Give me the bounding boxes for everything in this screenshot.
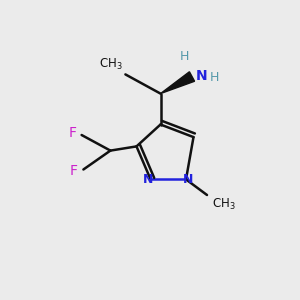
Text: CH$_3$: CH$_3$ xyxy=(212,196,235,211)
Text: F: F xyxy=(68,126,76,140)
Polygon shape xyxy=(160,72,195,94)
Text: CH$_3$: CH$_3$ xyxy=(99,57,122,72)
Text: N: N xyxy=(143,173,153,186)
Text: H: H xyxy=(180,50,189,63)
Text: N: N xyxy=(183,173,194,186)
Text: F: F xyxy=(70,164,78,178)
Text: H: H xyxy=(210,71,219,84)
Text: N: N xyxy=(196,69,207,83)
